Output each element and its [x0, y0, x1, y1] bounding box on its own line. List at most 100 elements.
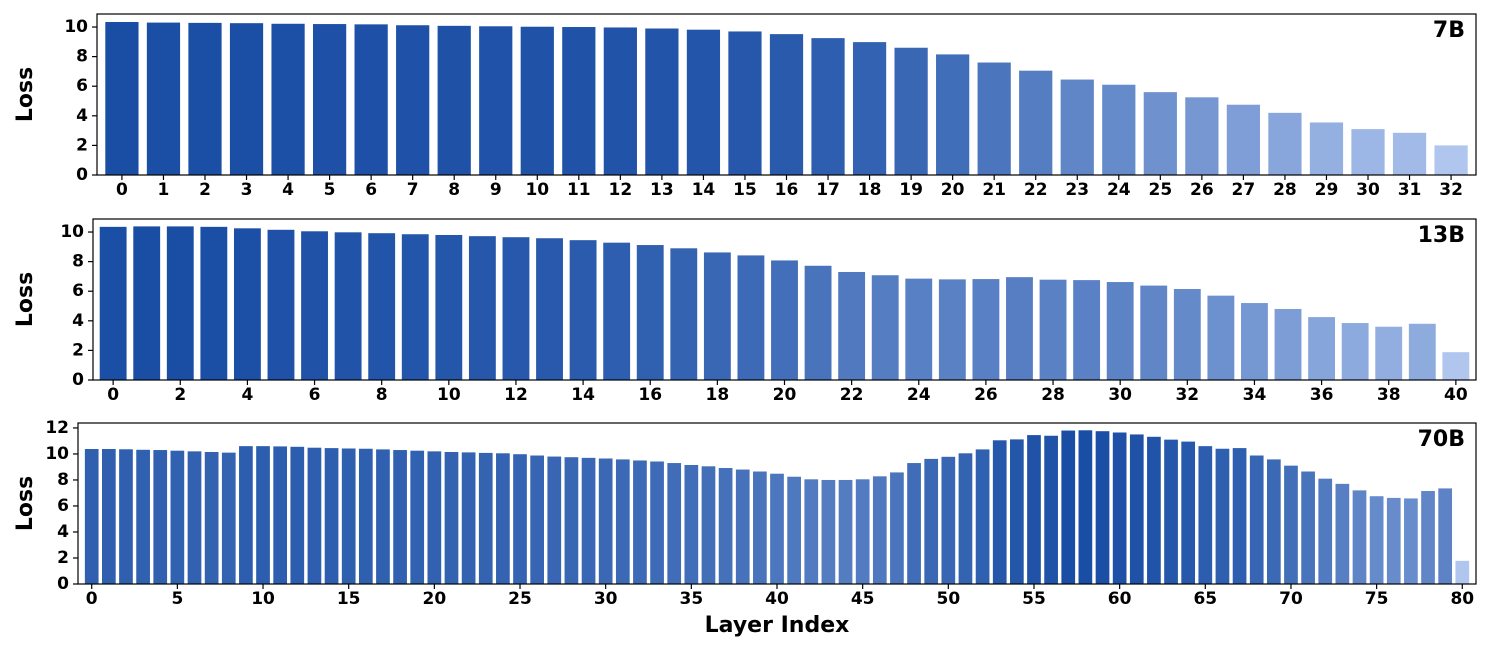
x-tick-label: 7 — [407, 180, 419, 200]
bar — [393, 450, 407, 584]
bar — [1404, 498, 1418, 584]
bar — [1140, 285, 1168, 380]
bar — [1274, 308, 1302, 380]
bar — [301, 231, 328, 380]
x-tick-label: 12 — [504, 385, 528, 405]
bar — [221, 452, 236, 584]
x-tick-label: 14 — [692, 180, 716, 200]
bar — [334, 232, 362, 380]
bar — [852, 42, 887, 175]
bar — [1006, 277, 1033, 380]
bar — [1215, 448, 1230, 584]
bar — [478, 452, 493, 584]
bar — [307, 447, 322, 584]
bar — [166, 226, 194, 380]
bar — [924, 458, 939, 584]
bar — [633, 460, 647, 584]
x-tick-label: 5 — [324, 180, 336, 200]
bar — [267, 229, 295, 380]
bar — [461, 452, 476, 584]
x-tick-label: 4 — [241, 385, 253, 405]
panel-label: 70B — [1418, 427, 1465, 452]
bar — [941, 456, 956, 584]
bar — [1434, 145, 1468, 175]
x-tick-label: 20 — [773, 385, 797, 405]
x-tick-label: 38 — [1377, 385, 1401, 405]
bar — [1226, 104, 1261, 175]
bar — [1143, 92, 1177, 175]
bar — [804, 479, 819, 584]
bar — [99, 226, 127, 380]
bar — [170, 450, 185, 584]
y-tick-label: 12 — [45, 418, 69, 438]
bar — [1369, 496, 1384, 584]
bar — [502, 237, 530, 380]
x-tick-label: 5 — [171, 589, 183, 609]
x-tick-label: 4 — [282, 180, 294, 200]
bar — [701, 466, 716, 584]
bar — [1102, 84, 1136, 175]
bar — [684, 465, 699, 584]
bar — [1455, 560, 1470, 584]
y-tick-label: 10 — [60, 222, 84, 242]
x-tick-label: 15 — [337, 589, 361, 609]
x-tick-label: 70 — [1279, 589, 1303, 609]
bar — [1181, 441, 1196, 584]
bar — [636, 245, 664, 380]
y-tick-label: 4 — [72, 311, 84, 331]
bar — [427, 451, 442, 584]
bar — [615, 459, 630, 584]
x-tick-label: 55 — [1022, 589, 1046, 609]
bar — [936, 54, 970, 175]
bar — [396, 25, 430, 175]
x-tick-label: 28 — [1041, 385, 1065, 405]
bar — [938, 279, 966, 380]
bar — [358, 448, 373, 584]
bar — [1173, 288, 1201, 380]
bar — [1335, 483, 1350, 584]
bar — [435, 234, 463, 380]
y-tick-label: 2 — [72, 340, 84, 360]
bar — [753, 471, 767, 584]
x-tick-label: 16 — [638, 385, 662, 405]
bar — [905, 278, 933, 380]
bar — [153, 450, 168, 584]
x-tick-label: 20 — [423, 589, 447, 609]
bar — [1010, 439, 1024, 584]
bar — [271, 23, 305, 176]
bar — [667, 463, 682, 584]
y-tick-label: 0 — [72, 370, 84, 390]
y-axis-label: Loss — [13, 272, 38, 327]
bar — [603, 27, 637, 176]
bar — [233, 228, 261, 380]
bar — [670, 248, 698, 380]
x-tick-label: 18 — [706, 385, 730, 405]
bar — [581, 457, 596, 584]
bar — [1019, 70, 1053, 175]
x-tick-label: 0 — [86, 589, 98, 609]
bar — [354, 24, 388, 175]
bar — [1421, 491, 1435, 584]
bar — [536, 238, 563, 380]
x-tick-label: 26 — [1190, 180, 1214, 200]
bar — [1112, 432, 1127, 584]
bar — [530, 455, 544, 584]
x-tick-label: 15 — [733, 180, 757, 200]
x-tick-label: 75 — [1365, 589, 1389, 609]
bar — [479, 26, 513, 176]
bar — [1039, 279, 1067, 380]
bar — [444, 452, 459, 584]
bar — [437, 25, 471, 175]
x-tick-label: 27 — [1232, 180, 1256, 200]
x-tick-label: 3 — [241, 180, 253, 200]
x-tick-label: 40 — [1444, 385, 1468, 405]
bar — [1078, 430, 1093, 584]
y-tick-label: 6 — [76, 76, 88, 96]
x-tick-label: 14 — [571, 385, 595, 405]
bar — [1309, 122, 1344, 175]
bar — [1318, 478, 1333, 584]
bar — [105, 21, 139, 175]
bar — [562, 27, 596, 175]
bar — [838, 271, 866, 380]
bar — [341, 448, 356, 584]
